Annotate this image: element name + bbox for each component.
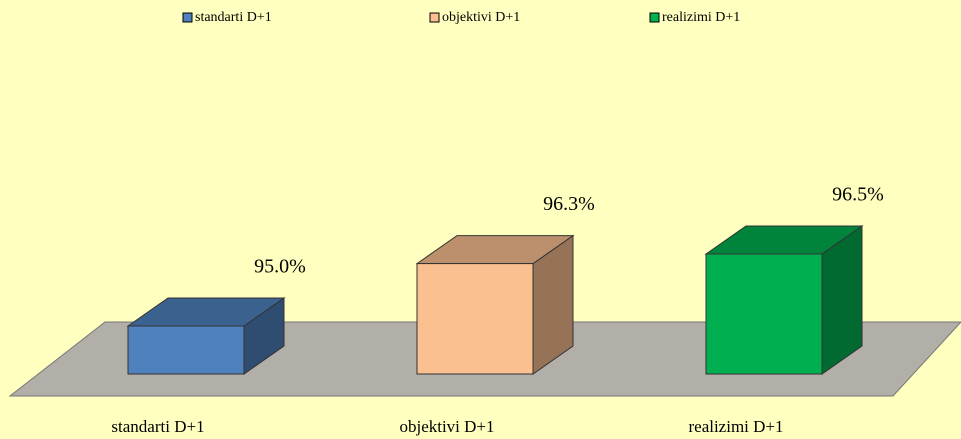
x-tick-label: realizimi D+1 xyxy=(688,417,783,436)
bar xyxy=(127,325,245,375)
legend-swatch xyxy=(649,12,660,23)
value-label: 95.0% xyxy=(254,256,306,278)
legend-swatch xyxy=(182,12,193,23)
x-tick-label: standarti D+1 xyxy=(111,417,204,436)
value-label: 96.3% xyxy=(543,193,595,215)
bar xyxy=(705,253,823,375)
legend-label: realizimi D+1 xyxy=(662,10,740,25)
legend-label: standarti D+1 xyxy=(195,10,272,25)
legend-label: objektivi D+1 xyxy=(442,10,520,25)
bar xyxy=(416,263,534,375)
value-label: 96.5% xyxy=(832,184,884,206)
x-tick-label: objektivi D+1 xyxy=(399,417,494,436)
legend-swatch xyxy=(429,12,440,23)
